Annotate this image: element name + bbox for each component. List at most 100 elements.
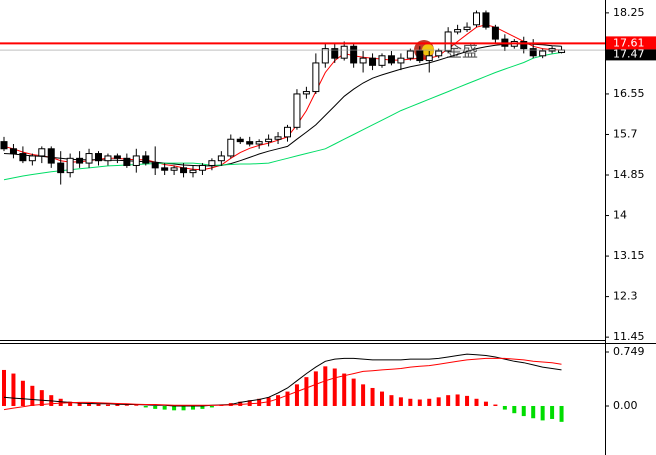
candle-body	[444, 31, 452, 52]
candle-body	[255, 141, 263, 145]
y-tick-label: 11.45	[613, 330, 645, 343]
histogram-bar	[134, 405, 139, 406]
y-tick-label: 13.15	[613, 249, 645, 262]
y-tick-label: 14	[613, 209, 627, 222]
candle-body	[558, 49, 566, 53]
candle-body	[132, 155, 140, 166]
candle-body	[416, 50, 424, 62]
y-tick-label: 14.85	[613, 168, 645, 181]
histogram-bar	[162, 405, 167, 410]
candle-body	[491, 26, 499, 40]
histogram-bar	[323, 366, 328, 406]
candle-body	[302, 91, 310, 95]
histogram-bar	[257, 398, 262, 406]
histogram-bar	[493, 404, 498, 406]
histogram-bar	[247, 400, 252, 406]
candle-body	[425, 55, 433, 62]
candle-body	[85, 153, 93, 164]
indicator-line	[3, 353, 562, 407]
histogram-bar	[351, 378, 356, 406]
histogram-bar	[68, 401, 73, 406]
histogram-bar	[39, 390, 44, 406]
candle-body	[123, 157, 131, 166]
histogram-bar	[389, 395, 394, 406]
candle-body	[161, 167, 169, 171]
histogram-bar	[238, 401, 243, 406]
histogram-bar	[209, 405, 214, 408]
histogram-bar	[550, 405, 555, 419]
histogram-bar	[115, 404, 120, 406]
candle-body	[19, 153, 27, 162]
histogram-bar	[153, 405, 158, 409]
histogram-bar	[531, 405, 536, 419]
histogram-bar	[30, 385, 35, 406]
candle-body	[265, 138, 273, 143]
histogram-bar	[2, 369, 6, 406]
candle-body	[76, 157, 84, 164]
candle-body	[520, 40, 528, 50]
candle-body	[151, 162, 159, 169]
candle-body	[529, 48, 537, 57]
candle-body	[38, 148, 46, 157]
histogram-bar	[398, 397, 403, 406]
y-tick-label: 18.25	[613, 6, 645, 19]
candle-body	[539, 50, 547, 57]
histogram-bar	[540, 405, 545, 421]
y-tick-label: 0.749	[613, 345, 645, 358]
histogram-bar	[105, 404, 110, 406]
histogram-bar	[20, 380, 25, 406]
candle-body	[378, 55, 386, 66]
candle-body	[142, 155, 150, 164]
histogram-bar	[427, 398, 432, 406]
histogram-bar	[483, 401, 488, 406]
histogram-bar	[436, 397, 441, 406]
histogram-bar	[559, 405, 564, 422]
y-tick-label: 15.7	[613, 127, 638, 140]
histogram-bar	[294, 384, 299, 406]
indicator-line	[3, 357, 562, 411]
candle-body	[47, 148, 55, 164]
candle-body	[482, 12, 490, 28]
candle-body	[227, 138, 235, 157]
y-tick-label: 0.00	[613, 399, 638, 412]
candle-body	[66, 157, 74, 174]
histogram-bar	[417, 399, 422, 406]
indicator-line	[3, 52, 562, 181]
candle-body	[340, 45, 348, 59]
histogram-bar	[172, 405, 177, 411]
histogram-bar	[408, 398, 413, 406]
y-tick-label: 12.3	[613, 290, 638, 303]
histogram-bar	[332, 368, 337, 406]
candle-body	[284, 126, 291, 138]
histogram-bar	[143, 405, 148, 408]
histogram-bar	[380, 391, 384, 406]
candle-body	[189, 169, 197, 174]
candle-body	[406, 50, 414, 59]
candle-body	[170, 167, 178, 171]
y-tick-label: 16.55	[613, 87, 645, 100]
candle-body	[57, 162, 65, 174]
histogram-bar	[502, 405, 507, 410]
candle-body	[435, 50, 443, 57]
histogram-bar	[512, 405, 517, 414]
histogram-bar	[87, 403, 92, 406]
histogram-bar	[181, 405, 186, 411]
candle-body	[180, 167, 188, 174]
candle-body	[217, 155, 225, 162]
histogram-bar	[304, 377, 309, 406]
candle-body	[350, 45, 358, 64]
candle-body	[198, 164, 206, 171]
candle-body	[236, 138, 244, 143]
price-tag	[606, 36, 656, 50]
candle-body	[387, 55, 395, 64]
histogram-bar	[285, 391, 290, 406]
histogram-bar	[77, 403, 82, 406]
candle-body	[113, 155, 121, 159]
last-price-tag	[606, 49, 656, 61]
candle-body	[28, 155, 36, 162]
histogram-bar	[124, 405, 129, 406]
histogram-bar	[474, 398, 479, 406]
